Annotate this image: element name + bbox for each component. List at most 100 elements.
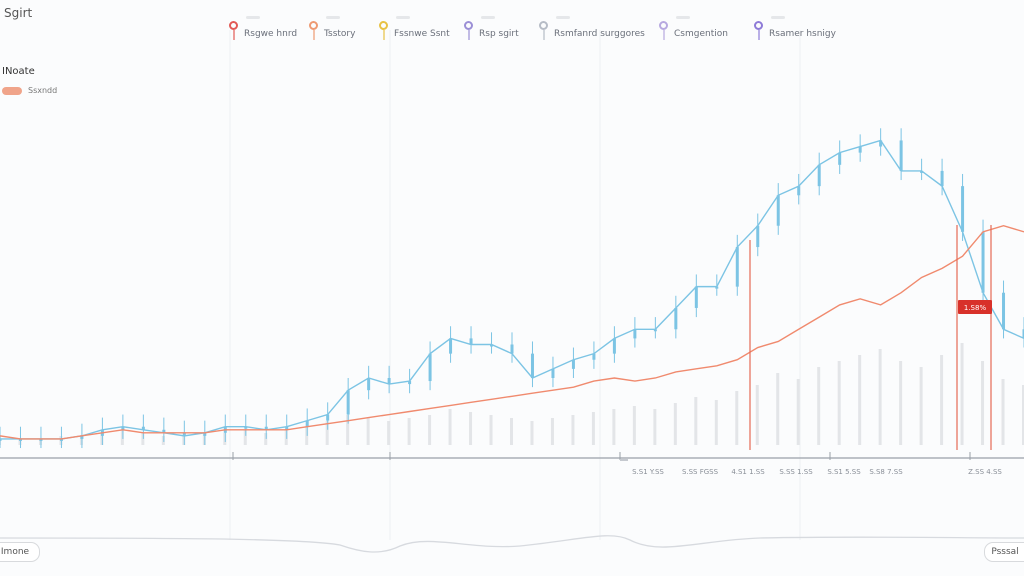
candle-body [551, 368, 555, 378]
marker-badge [958, 300, 992, 314]
volume-bar [735, 391, 739, 445]
pin-icon [308, 19, 320, 43]
candle-body [776, 195, 780, 226]
legend-item-2[interactable]: Fssnwe Ssnt [378, 16, 450, 44]
candle-body [121, 426, 125, 430]
volume-bar [591, 412, 595, 445]
legend-item-4[interactable]: Rsmfanrd surggores [538, 16, 645, 44]
legend-label: Rsamer hsnigy [769, 29, 836, 39]
candle-body [305, 420, 309, 427]
series-key[interactable]: Ssxndd [2, 86, 57, 95]
volume-bar [837, 361, 841, 445]
candle-body [182, 432, 186, 436]
candle-body [920, 170, 924, 173]
series-key-label: Ssxndd [28, 86, 58, 95]
volume-bar [530, 421, 534, 445]
legend-item-6[interactable]: Rsamer hsnigy [753, 16, 836, 44]
left-range-button[interactable]: Imone [0, 542, 40, 562]
pin-icon [753, 19, 765, 43]
volume-bar [489, 415, 493, 445]
volume-bar [325, 421, 329, 445]
candle-body [735, 247, 739, 287]
candle-body [899, 140, 903, 171]
legend-item-1[interactable]: Tsstory [308, 16, 355, 44]
volume-bar [817, 367, 821, 445]
legend-item-5[interactable]: Csmgention [658, 16, 728, 44]
candle-body [408, 381, 412, 385]
volume-bar [1022, 385, 1024, 445]
pin-icon [463, 19, 475, 43]
x-tick-label: S.S1 Y.SS [632, 468, 664, 476]
volume-bar [694, 397, 698, 445]
legend-label: Rsp sgirt [479, 29, 519, 39]
candle-body [530, 353, 534, 378]
candle-body [59, 438, 63, 441]
x-tick-label: S.SS 1.SS [779, 468, 813, 476]
volume-bar [243, 430, 247, 445]
candle-body [244, 426, 248, 429]
x-tick-label: Z.SS 4.SS [968, 468, 1002, 476]
volume-bar [428, 415, 432, 445]
volume-bar [960, 343, 964, 445]
candle-body [449, 338, 453, 354]
volume-bar [510, 418, 513, 445]
candle-body [39, 438, 43, 441]
volume-bar [571, 415, 575, 445]
candle-body [858, 146, 862, 153]
volume-bar [305, 427, 309, 445]
volume-bar [878, 349, 882, 445]
candle-body [80, 435, 84, 439]
candle-body [346, 390, 350, 415]
volume-bar [366, 418, 370, 445]
candle-body [141, 426, 145, 430]
candle-series-line [0, 139, 1024, 440]
legend-item-3[interactable]: Rsp sgirt [463, 16, 519, 44]
volume-bar [264, 433, 268, 445]
candle-body [1002, 292, 1006, 330]
candle-body [469, 338, 473, 345]
volume-bar [776, 373, 780, 445]
candle-body [1022, 329, 1024, 339]
volume-bar [141, 433, 145, 445]
candle-body [981, 231, 985, 293]
candle-body [387, 378, 391, 385]
legend-label: Csmgention [674, 29, 728, 39]
candle-body [592, 353, 596, 360]
candle-body [879, 140, 883, 147]
candle-body [285, 426, 289, 430]
volume-bar [407, 418, 411, 445]
x-tick-label: S.SS FGSS [682, 468, 719, 476]
candle-body [817, 164, 821, 187]
marker-label: 1.S8% [964, 304, 987, 312]
pin-icon [228, 19, 240, 43]
candle-body [490, 344, 494, 347]
candle-body [571, 359, 575, 369]
candle-body [797, 186, 801, 196]
volume-bar [469, 412, 473, 445]
panel-title: INoate [2, 66, 35, 77]
volume-bar [940, 355, 944, 445]
volume-bar [981, 361, 985, 445]
candle-body [0, 438, 2, 441]
volume-bar [612, 409, 616, 445]
x-tick-label: 4.S1 1.SS [731, 468, 765, 476]
candle-body [940, 170, 944, 187]
candle-body [264, 426, 268, 430]
volume-bar [858, 355, 862, 445]
volume-bar [919, 367, 923, 445]
pin-icon [658, 19, 670, 43]
right-range-button[interactable]: Psssal [984, 542, 1024, 562]
candle-body [633, 329, 637, 339]
x-tick-label: S.S8 7.SS [869, 468, 903, 476]
pin-icon [538, 19, 550, 43]
legend-item-0[interactable]: Rsgwe hnrd [228, 16, 297, 44]
candle-body [18, 438, 22, 441]
volume-bar [714, 400, 718, 445]
candle-body [715, 286, 719, 289]
legend-label: Fssnwe Ssnt [394, 29, 450, 39]
volume-bar [1001, 379, 1005, 445]
candle-body [674, 307, 678, 330]
x-tick-label: S.S1 5.SS [827, 468, 861, 476]
candle-body [428, 353, 432, 382]
